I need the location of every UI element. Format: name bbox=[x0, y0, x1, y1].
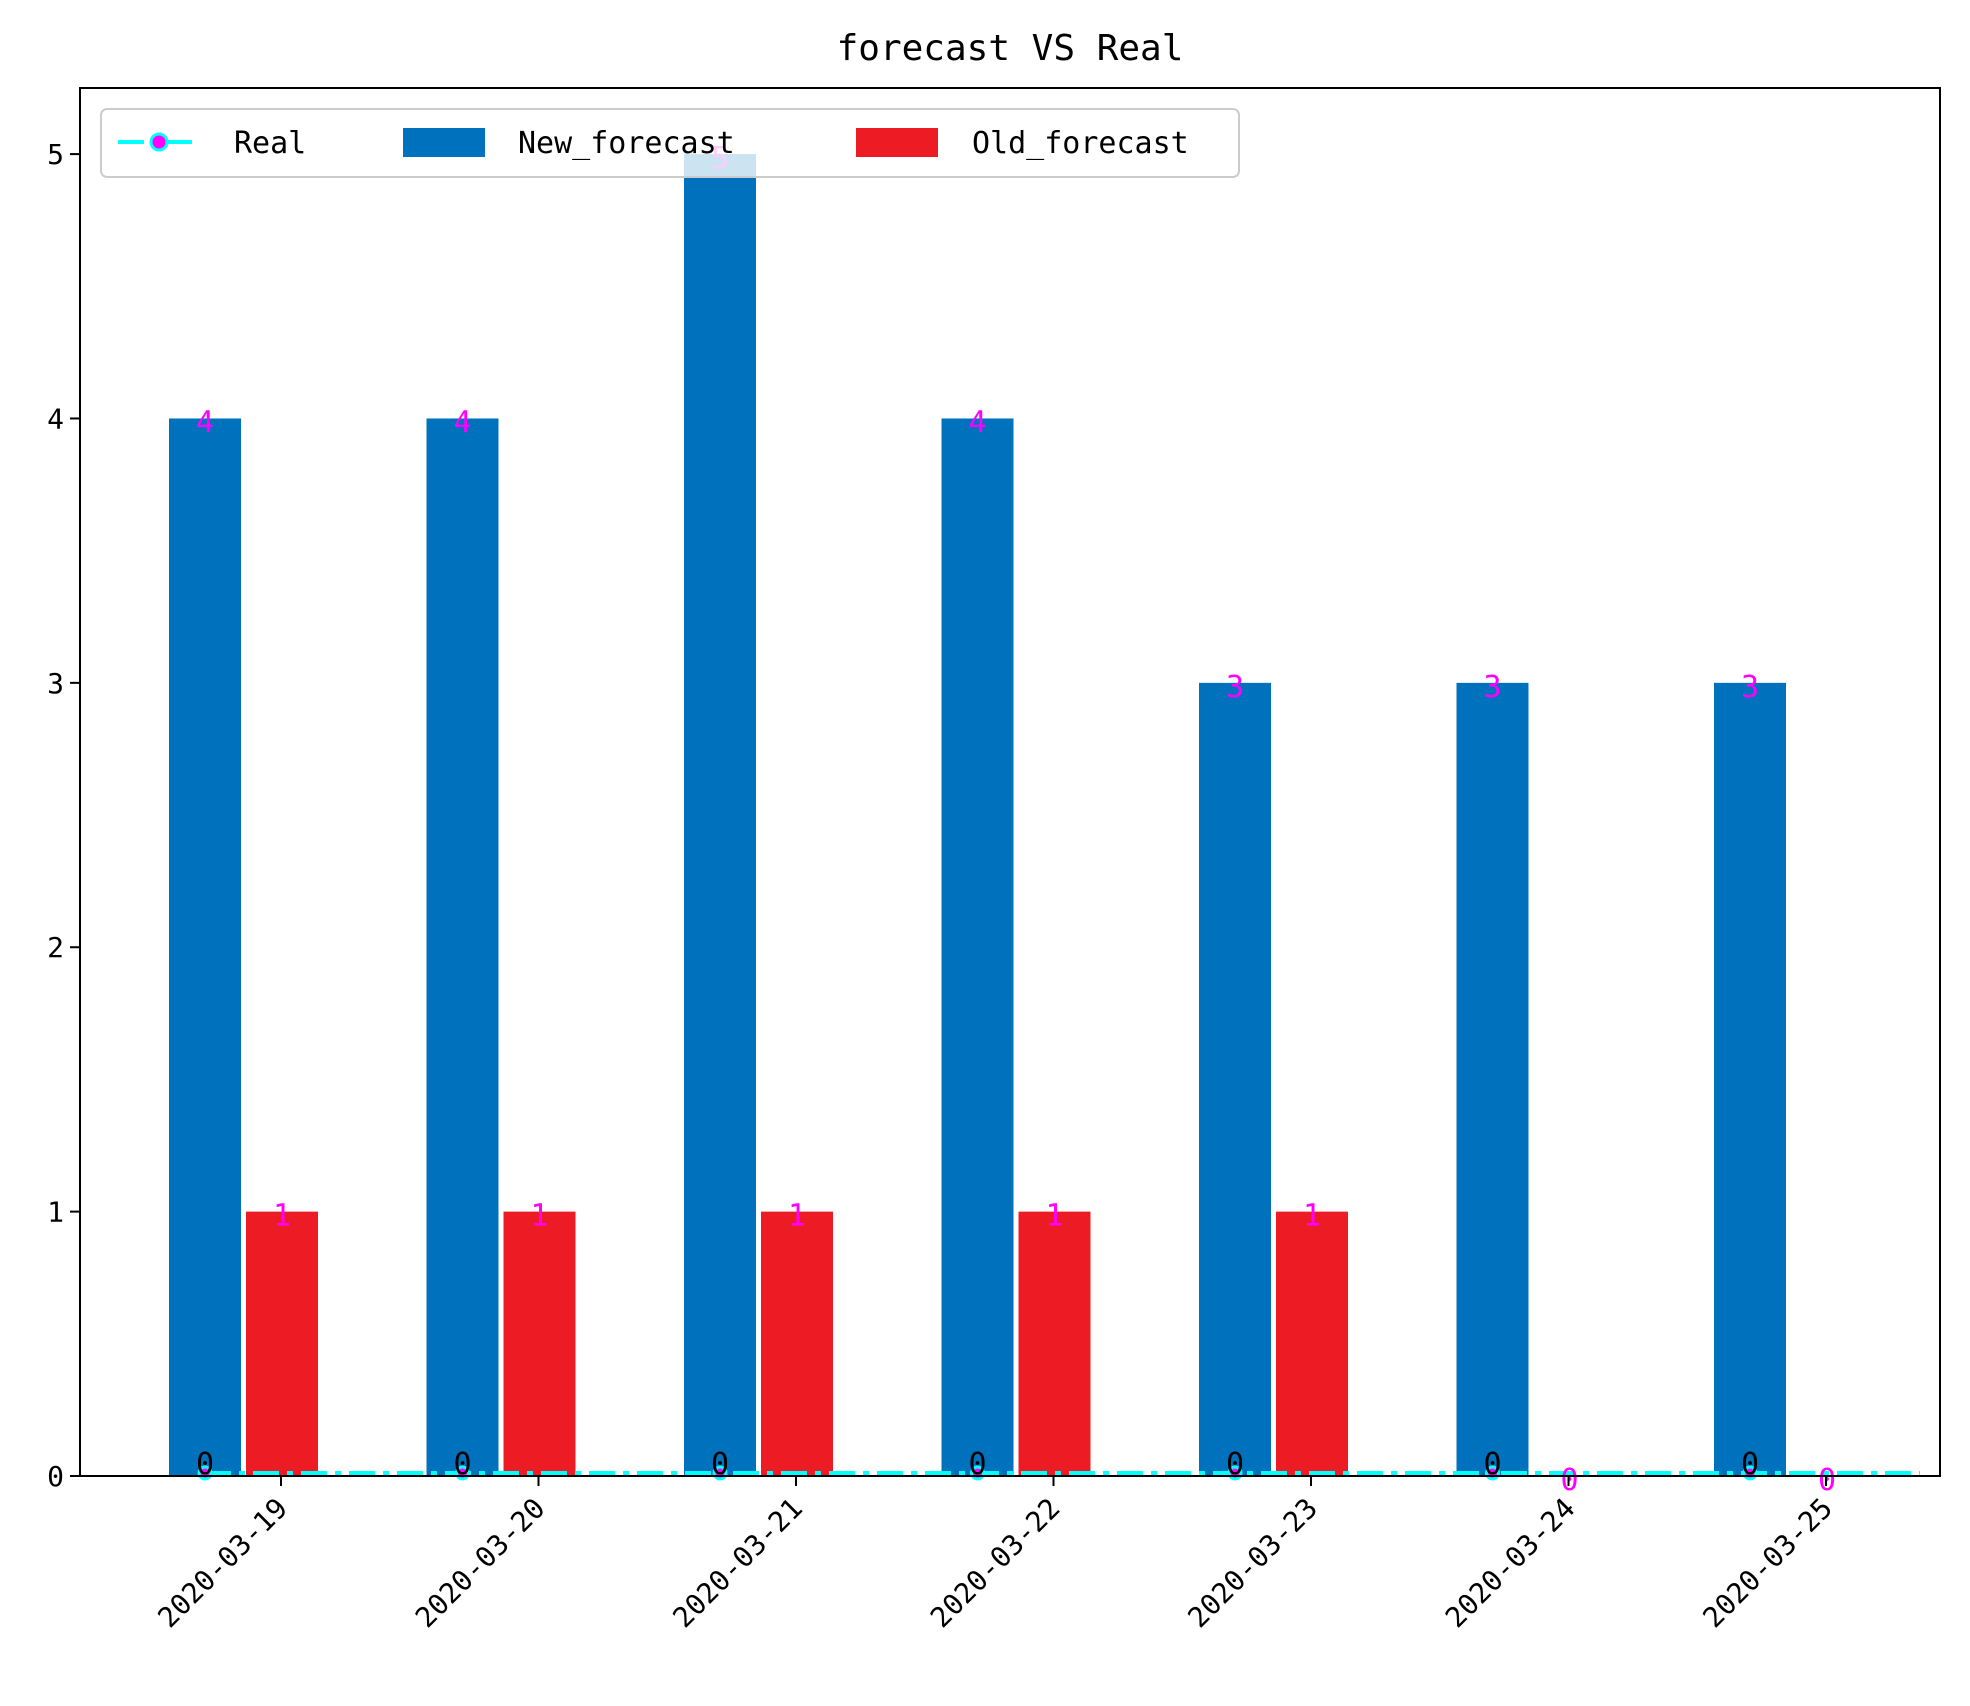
bar-new-forecast bbox=[1456, 682, 1529, 1476]
old-forecast-label: 1 bbox=[1303, 1199, 1321, 1234]
new-forecast-label: 4 bbox=[968, 405, 986, 440]
y-tick-label: 1 bbox=[47, 1196, 64, 1229]
bar-old-forecast bbox=[503, 1211, 576, 1476]
bar-new-forecast bbox=[941, 418, 1014, 1476]
x-tick-label: 2020-03-22 bbox=[924, 1492, 1067, 1635]
real-label: 0 bbox=[711, 1447, 729, 1482]
bar-old-forecast bbox=[1018, 1211, 1091, 1476]
real-label: 0 bbox=[1483, 1447, 1501, 1482]
x-tick-label: 2020-03-19 bbox=[151, 1492, 294, 1635]
legend-new-forecast-label: New_forecast bbox=[518, 126, 735, 161]
bar-old-forecast bbox=[246, 1211, 318, 1476]
new-forecast-label: 3 bbox=[1226, 670, 1244, 705]
legend-real-label: Real bbox=[234, 126, 306, 161]
legend-new-forecast-swatch bbox=[403, 128, 485, 157]
old-forecast-label: 1 bbox=[530, 1199, 548, 1234]
x-axis: 2020-03-19 2020-03-20 2020-03-21 2020-03-22… bbox=[151, 1476, 1839, 1634]
bar-new-forecast bbox=[684, 154, 756, 1477]
old-forecast-label: 1 bbox=[273, 1199, 291, 1234]
new-forecast-label: 3 bbox=[1483, 670, 1501, 705]
bar-new-forecast bbox=[426, 418, 499, 1476]
real-label: 0 bbox=[1741, 1447, 1759, 1482]
y-tick-label: 2 bbox=[47, 931, 64, 964]
y-tick-label: 5 bbox=[47, 138, 64, 171]
old-forecast-label: 1 bbox=[788, 1199, 806, 1234]
real-label: 0 bbox=[968, 1447, 986, 1482]
new-forecast-label: 4 bbox=[196, 405, 214, 440]
plot-frame bbox=[79, 87, 1941, 1477]
new-forecast-label: 4 bbox=[453, 405, 471, 440]
real-label: 0 bbox=[1226, 1447, 1244, 1482]
chart-title: forecast VS Real bbox=[837, 28, 1184, 69]
new-forecast-label: 3 bbox=[1741, 670, 1759, 705]
bar-new-forecast bbox=[1199, 682, 1271, 1476]
legend: Real New_forecast Old_forecast bbox=[100, 108, 1240, 178]
bars-layer bbox=[169, 154, 1786, 1477]
real-label: 0 bbox=[453, 1447, 471, 1482]
legend-box bbox=[100, 108, 1240, 178]
bar-new-forecast bbox=[1714, 682, 1786, 1476]
x-tick-label: 2020-03-21 bbox=[666, 1492, 809, 1635]
x-tick-label: 2020-03-23 bbox=[1181, 1492, 1324, 1635]
x-tick-label: 2020-03-25 bbox=[1696, 1492, 1839, 1635]
y-axis: 0 1 2 3 4 5 bbox=[47, 138, 80, 1493]
bar-new-forecast bbox=[169, 418, 241, 1476]
real-label: 0 bbox=[196, 1447, 214, 1482]
y-tick-label: 3 bbox=[47, 667, 64, 700]
x-tick-label: 2020-03-24 bbox=[1439, 1492, 1582, 1635]
old-forecast-label: 1 bbox=[1045, 1199, 1063, 1234]
bar-old-forecast bbox=[1276, 1211, 1348, 1476]
bar-old-forecast bbox=[761, 1211, 833, 1476]
legend-old-forecast-swatch bbox=[856, 128, 938, 157]
legend-real-marker bbox=[149, 132, 169, 152]
y-tick-label: 0 bbox=[47, 1460, 64, 1493]
y-tick-label: 4 bbox=[47, 402, 64, 435]
value-labels-layer: 410410510410310300300 bbox=[196, 141, 1836, 1498]
x-tick-label: 2020-03-20 bbox=[409, 1492, 552, 1635]
legend-old-forecast-label: Old_forecast bbox=[972, 126, 1189, 161]
